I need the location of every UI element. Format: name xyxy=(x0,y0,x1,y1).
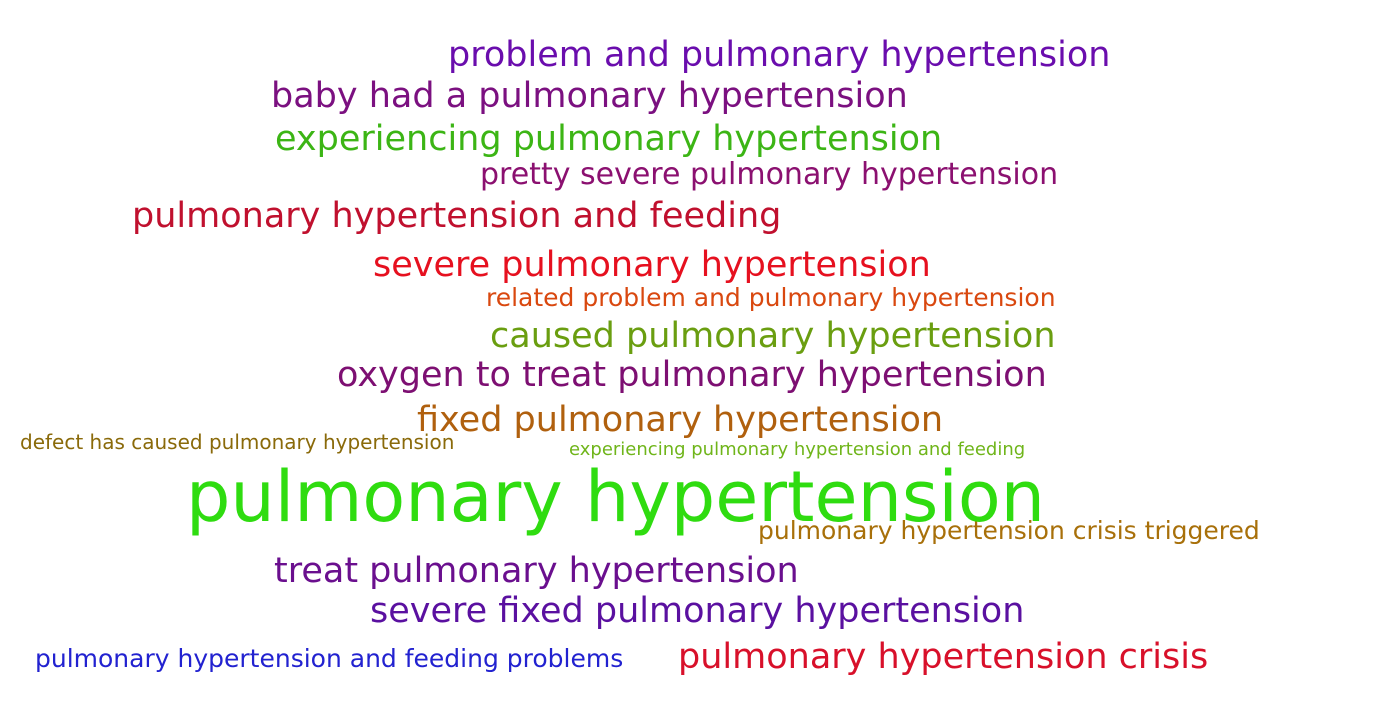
phrase-severe-pulmonary-hypertension: severe pulmonary hypertension xyxy=(373,245,931,285)
phrase-caused-pulmonary-hypertension: caused pulmonary hypertension xyxy=(490,316,1056,356)
phrase-pulmonary-hypertension-crisis: pulmonary hypertension crisis xyxy=(678,637,1209,677)
phrase-pulmonary-hypertension-and-feeding: pulmonary hypertension and feeding xyxy=(132,196,782,236)
phrase-treat-pulmonary-hypertension: treat pulmonary hypertension xyxy=(274,551,799,591)
phrase-pulmonary-hypertension-and-feeding-problems: pulmonary hypertension and feeding probl… xyxy=(35,644,624,673)
phrase-experiencing-pulmonary-hypertension-and-feeding: experiencing pulmonary hypertension and … xyxy=(569,439,1026,460)
phrase-problem-and-pulmonary-hypertension: problem and pulmonary hypertension xyxy=(448,35,1111,75)
phrase-severe-fixed-pulmonary-hypertension: severe fixed pulmonary hypertension xyxy=(370,591,1025,631)
phrase-experiencing-pulmonary-hypertension: experiencing pulmonary hypertension xyxy=(275,119,943,159)
phrase-pulmonary-hypertension-crisis-triggered: pulmonary hypertension crisis triggered xyxy=(758,516,1260,545)
phrase-defect-has-caused-pulmonary-hypertension: defect has caused pulmonary hypertension xyxy=(20,430,455,454)
phrase-pulmonary-hypertension: pulmonary hypertension xyxy=(186,456,1046,538)
phrase-oxygen-to-treat-pulmonary-hypertension: oxygen to treat pulmonary hypertension xyxy=(337,355,1047,395)
phrase-fixed-pulmonary-hypertension: fixed pulmonary hypertension xyxy=(417,400,944,440)
phrase-related-problem-and-pulmonary-hypertension: related problem and pulmonary hypertensi… xyxy=(486,283,1056,312)
phrase-pretty-severe-pulmonary-hypertension: pretty severe pulmonary hypertension xyxy=(480,157,1059,192)
phrase-baby-had-a-pulmonary-hypertension: baby had a pulmonary hypertension xyxy=(271,76,908,116)
